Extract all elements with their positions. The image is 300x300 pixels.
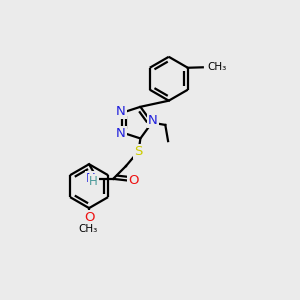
Text: O: O: [128, 174, 139, 187]
Text: CH₃: CH₃: [208, 62, 227, 72]
Text: S: S: [134, 145, 143, 158]
Text: O: O: [84, 211, 94, 224]
Text: N: N: [148, 114, 158, 127]
Text: N: N: [116, 127, 125, 140]
Text: N: N: [86, 172, 96, 185]
Text: CH₃: CH₃: [78, 224, 98, 234]
Text: N: N: [116, 105, 125, 119]
Text: H: H: [89, 176, 98, 188]
